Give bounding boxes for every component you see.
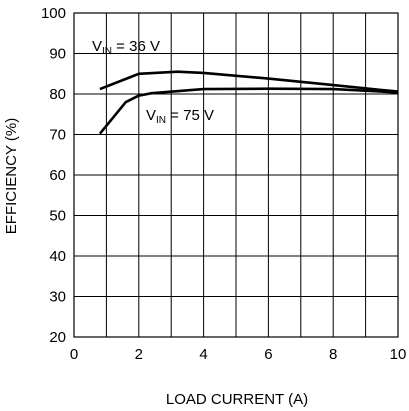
plot-frame: [73, 12, 399, 338]
y-tick-label: 20: [49, 329, 66, 346]
x-tick-label: 10: [390, 346, 407, 363]
x-axis-label: LOAD CURRENT (A): [166, 391, 308, 408]
y-tick-label: 90: [49, 46, 66, 63]
x-tick-label: 8: [329, 346, 337, 363]
y-tick-label: 70: [49, 127, 66, 144]
y-tick-labels: 20 30 40 50 60 70 80 90 100: [41, 5, 66, 346]
series-annotation-1: VIN = 36 V: [92, 38, 160, 57]
y-tick-label: 80: [49, 86, 66, 103]
x-tick-label: 4: [199, 346, 207, 363]
x-tick-label: 2: [135, 346, 143, 363]
series-lines: [98, 70, 399, 135]
series-line-1: [99, 70, 399, 93]
grid: [73, 12, 399, 338]
series-annotation-2: VIN = 75 V: [146, 107, 214, 126]
y-tick-label: 30: [49, 289, 66, 306]
x-tick-label: 0: [70, 346, 78, 363]
x-tick-label: 6: [264, 346, 272, 363]
series-line-2: [98, 87, 399, 135]
series-annotations: VIN = 36 V VIN = 75 V: [92, 38, 214, 126]
y-axis-label: EFFICIENCY (%): [3, 118, 20, 234]
x-tick-labels: 0 2 4 6 8 10: [70, 346, 407, 363]
y-tick-label: 100: [41, 5, 66, 22]
y-tick-label: 60: [49, 167, 66, 184]
y-tick-label: 40: [49, 248, 66, 265]
y-tick-label: 50: [49, 208, 66, 225]
